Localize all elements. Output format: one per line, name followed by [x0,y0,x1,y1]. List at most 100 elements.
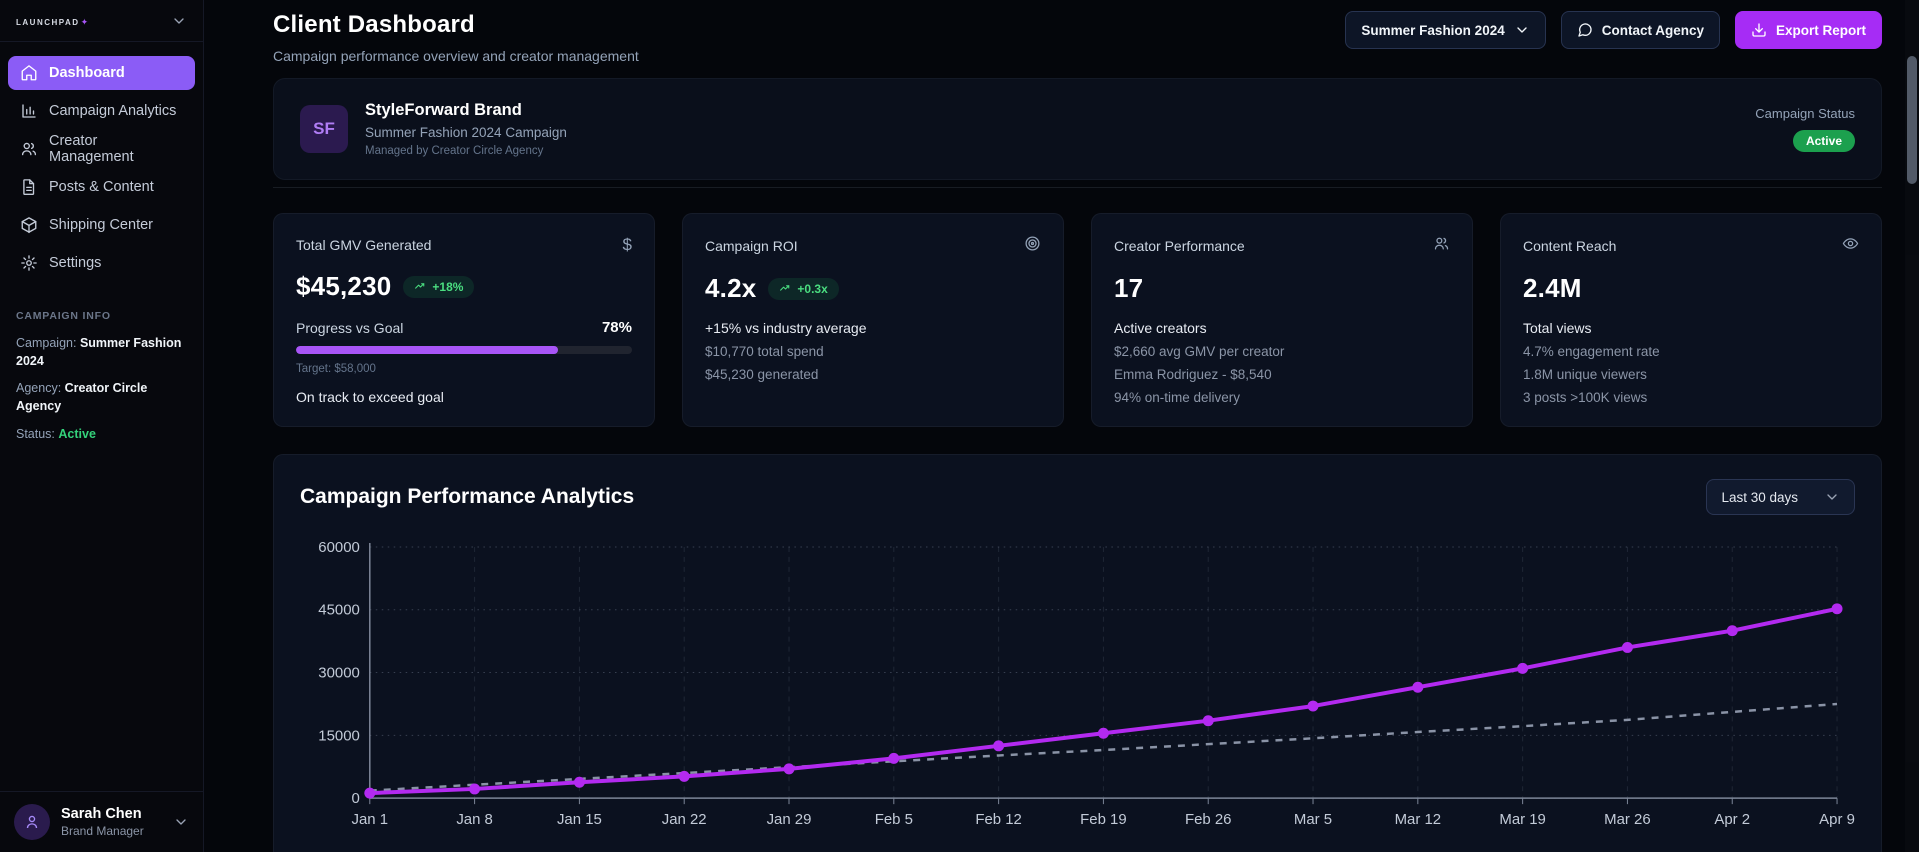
stat-value: 2.4M [1523,273,1582,303]
stat-line: $10,770 total spend [705,344,824,359]
sidebar-item-label: Creator Management [49,133,134,165]
logo-spark-icon: ✦ [80,16,89,27]
stat-value: 4.2x [705,273,757,303]
users-icon [21,142,37,156]
agency-value: Creator Circle Agency [16,381,148,414]
brand-info: StyleForward Brand Summer Fashion 2024 C… [365,101,567,157]
brand-campaign: Summer Fashion 2024 Campaign [365,125,567,140]
status-value: Active [58,426,96,441]
svg-text:Feb 26: Feb 26 [1185,811,1232,828]
stat-title: Total GMV Generated [296,237,432,253]
user-info: Sarah Chen Brand Manager [61,806,144,838]
eye-icon [1842,235,1859,257]
trend-badge: +0.3x [768,277,839,300]
export-report-button[interactable]: Export Report [1734,11,1882,49]
stat-line: 1.8M unique viewers [1523,367,1647,382]
chevron-down-icon[interactable] [173,814,189,830]
stat-line: Emma Rodriguez - $8,540 [1114,367,1272,382]
performance-chart: 0 15000 30000 45000 60000 Jan 1 Jan 8 Jan 15 Jan… [300,537,1855,841]
svg-text:Jan 15: Jan 15 [557,811,602,828]
sidebar-item-label: Settings [49,255,102,271]
campaign-label: Campaign: [16,336,80,350]
gear-icon [21,255,37,271]
stat-line: 4.7% engagement rate [1523,344,1660,359]
stat-line: $45,230 generated [705,367,819,382]
sidebar-item-dashboard[interactable]: Dashboard [8,56,195,90]
stat-line: 94% on-time delivery [1114,390,1241,405]
page-title: Client Dashboard [273,11,475,38]
svg-text:45000: 45000 [318,602,360,619]
chevron-down-icon[interactable] [171,13,187,29]
gmv-progress-fill [296,346,559,354]
svg-text:Apr 2: Apr 2 [1714,811,1750,828]
progress-bar [296,346,632,354]
contact-agency-button[interactable]: Contact Agency [1560,11,1720,49]
page-header: Client Dashboard Campaign performance ov… [273,0,1882,64]
stat-line-strong: +15% vs industry average [705,320,867,336]
svg-text:15000: 15000 [318,727,360,744]
sidebar-item-creator-management[interactable]: Creator Management [8,132,195,166]
svg-text:Feb 19: Feb 19 [1080,811,1127,828]
user-profile[interactable]: Sarah Chen Brand Manager [0,791,203,852]
sidebar-item-shipping-center[interactable]: Shipping Center [8,208,195,242]
sidebar-item-campaign-analytics[interactable]: Campaign Analytics [8,94,195,128]
sidebar-item-settings[interactable]: Settings [8,246,195,280]
svg-text:0: 0 [352,790,360,807]
brand-initials-tile: SF [300,105,348,153]
stat-line: $2,660 avg GMV per creator [1114,344,1285,359]
trending-up-icon [780,285,790,291]
status-label: Status: [16,426,59,441]
sidebar-item-posts-content[interactable]: Posts & Content [8,170,195,204]
export-report-label: Export Report [1775,22,1866,38]
svg-text:Mar 19: Mar 19 [1499,811,1546,828]
svg-text:Jan 22: Jan 22 [662,811,707,828]
chat-icon [1578,23,1592,37]
scrollbar-thumb[interactable] [1907,56,1917,184]
stat-title: Creator Performance [1114,238,1245,254]
stat-title: Content Reach [1523,238,1617,254]
brand-managed-by: Managed by Creator Circle Agency [365,145,544,157]
stat-line-strong: Total views [1523,320,1592,336]
avatar [14,804,50,840]
app-logo: LAUNCHPAD✦ [16,12,88,30]
chevron-down-icon [1827,494,1837,500]
campaign-selector[interactable]: Summer Fashion 2024 [1345,11,1546,49]
app-logo-text: LAUNCHPAD [16,17,80,27]
trend-badge-value: +18% [432,279,464,294]
person-icon [26,815,38,829]
package-icon [21,217,37,234]
campaign-status-block: Campaign Status Active [1755,106,1855,152]
file-text-icon [23,179,35,196]
date-range-selector[interactable]: Last 30 days [1706,479,1855,515]
header-block: Client Dashboard Campaign performance ov… [273,0,1882,188]
brand-banner: SF StyleForward Brand Summer Fashion 202… [273,78,1882,180]
sidebar-item-label: Shipping Center [49,217,153,233]
date-range-value: Last 30 days [1721,489,1798,505]
stat-card-gmv: Total GMV Generated $ $45,230 +18% Progr… [273,213,655,427]
stat-card-creators: Creator Performance 17 Active creators $… [1091,213,1473,427]
progress-label: Progress vs Goal [296,319,404,336]
bar-chart-icon [22,104,36,118]
line-chart: 0 15000 30000 45000 60000 Jan 1 Jan 8 Jan 15 Jan… [318,539,1855,828]
campaign-info-status: Status: Active [16,425,187,443]
campaign-info-heading: CAMPAIGN INFO [16,310,111,322]
sidebar-item-label: Posts & Content [49,179,154,195]
campaign-info-campaign: Campaign: Summer Fashion 2024 [16,334,187,370]
trend-badge: +18% [403,275,475,298]
campaign-value: Summer Fashion 2024 [16,336,182,369]
status-badge: Active [1792,130,1855,152]
page-subtitle: Campaign performance overview and creato… [273,48,639,64]
target-icon [1024,235,1041,257]
analytics-card: Campaign Performance Analytics Last 30 d… [273,454,1882,852]
sidebar: LAUNCHPAD✦ Dashboard Campaign Analytics … [0,0,204,852]
download-icon [1752,23,1766,37]
dollar-sign-icon: $ [622,235,632,254]
sidebar-item-label: Dashboard [49,65,125,81]
user-role: Brand Manager [61,824,144,838]
agency-label: Agency: [16,381,65,396]
sidebar-nav: Dashboard Campaign Analytics Creator Man… [0,42,203,280]
svg-text:60000: 60000 [318,539,360,556]
logo-row[interactable]: LAUNCHPAD✦ [0,0,203,42]
header-actions: Summer Fashion 2024 Contact Agency Expor… [1345,11,1882,49]
brand-name: StyleForward Brand [365,101,522,119]
